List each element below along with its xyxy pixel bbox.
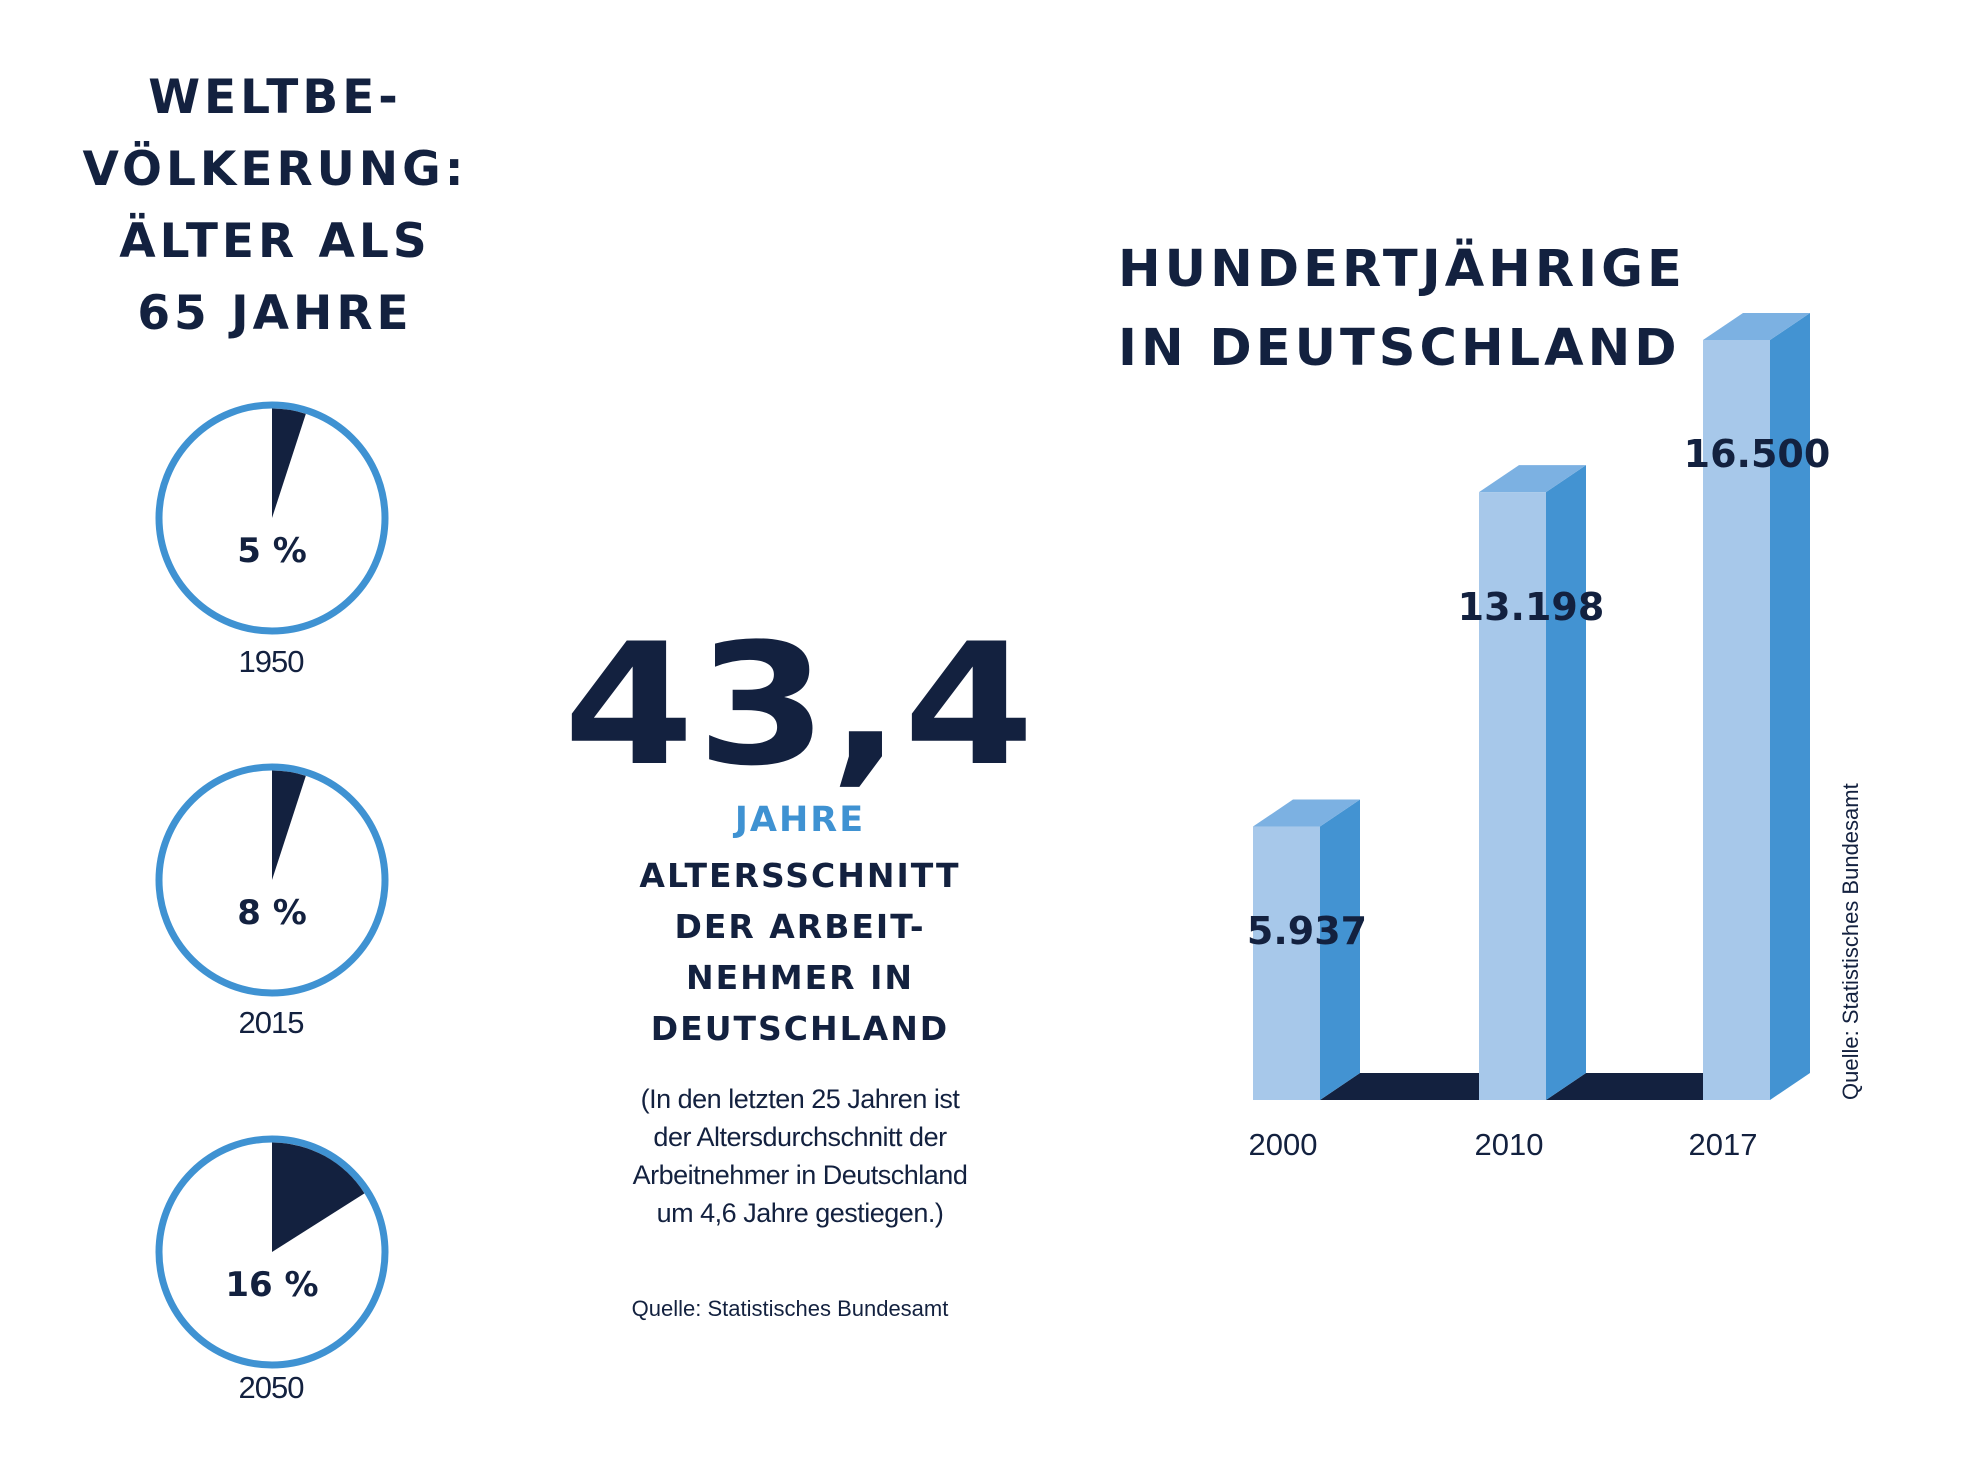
chart-title: HUNDERTJÄHRIGE IN DEUTSCHLAND — [1118, 230, 1686, 388]
middle-description-line: ALTERSSCHNITT — [639, 856, 961, 895]
bar-top — [1703, 313, 1810, 340]
bar-top — [1253, 799, 1360, 827]
bar-front — [1479, 492, 1546, 1100]
pie-year-label: 2015 — [238, 1005, 305, 1040]
big-number: 43,4 — [563, 607, 1037, 803]
middle-description-line: DER ARBEIT- — [674, 907, 926, 946]
pie-year-label: 2050 — [238, 1370, 305, 1405]
middle-source: Quelle: Statistisches Bundesamt — [631, 1296, 949, 1321]
bar-side — [1320, 799, 1360, 1100]
middle-note-line: der Altersdurchschnitt der — [653, 1122, 947, 1152]
x-tick-label: 2000 — [1249, 1127, 1318, 1162]
middle-note: (In den letzten 25 Jahren ist der Alters… — [570, 1080, 1030, 1232]
middle-note-line: (In den letzten 25 Jahren ist — [640, 1084, 960, 1114]
unit-label: JAHRE — [734, 800, 866, 840]
middle-description: ALTERSSCHNITT DER ARBEIT- NEHMER IN DEUT… — [560, 850, 1040, 1054]
pie-slice — [272, 770, 306, 880]
bar-front — [1703, 340, 1770, 1100]
bar — [1253, 799, 1360, 1100]
bar-value-label: 5.937 — [1247, 909, 1367, 953]
bar-side — [1770, 313, 1810, 1100]
chart-floor — [1320, 1073, 1743, 1100]
pie-year-label: 1950 — [238, 644, 305, 679]
bar-front — [1253, 826, 1320, 1100]
floor-strip — [1320, 1073, 1519, 1100]
left-title-line: WELTBE- — [148, 70, 402, 125]
middle-note-line: Arbeitnehmer in Deutschland — [632, 1160, 968, 1190]
left-title-line: ÄLTER ALS — [119, 214, 431, 269]
pie-chart-group: 5 % 8 % 16 % 1950 2015 2050 — [0, 0, 560, 1478]
middle-description-line: DEUTSCHLAND — [650, 1009, 950, 1048]
pie-chart: 8 % — [155, 763, 389, 997]
chart-source: Quelle: Statistisches Bundesamt — [1838, 783, 1863, 1100]
left-title: WELTBE- VÖLKERUNG: ÄLTER ALS 65 JAHRE — [50, 62, 500, 350]
x-tick-label: 2010 — [1475, 1127, 1544, 1162]
pie-slice — [272, 1142, 365, 1252]
pie-chart: 5 % — [155, 401, 389, 635]
pie-chart: 16 % — [155, 1135, 389, 1369]
left-title-line: 65 JAHRE — [137, 286, 413, 341]
chart-title-line: HUNDERTJÄHRIGE — [1118, 240, 1686, 299]
middle-note-line: um 4,6 Jahre gestiegen.) — [656, 1198, 944, 1228]
bar-side — [1546, 465, 1586, 1100]
bar — [1479, 465, 1586, 1100]
pie-slice — [272, 408, 306, 518]
bar — [1703, 313, 1810, 1100]
pie-value-label: 16 % — [225, 1265, 318, 1305]
floor-strip — [1546, 1073, 1743, 1100]
pie-value-label: 5 % — [237, 531, 307, 571]
bar-value-label: 16.500 — [1684, 432, 1831, 476]
pie-value-label: 8 % — [237, 893, 307, 933]
bar-top — [1479, 465, 1586, 493]
pie-charts-svg: 5 % 8 % 16 % — [155, 401, 389, 1369]
chart-title-line: IN DEUTSCHLAND — [1118, 319, 1681, 378]
x-tick-label: 2017 — [1689, 1127, 1758, 1162]
middle-description-line: NEHMER IN — [686, 958, 914, 997]
bar-value-label: 13.198 — [1458, 585, 1605, 629]
left-title-line: VÖLKERUNG: — [82, 142, 468, 197]
